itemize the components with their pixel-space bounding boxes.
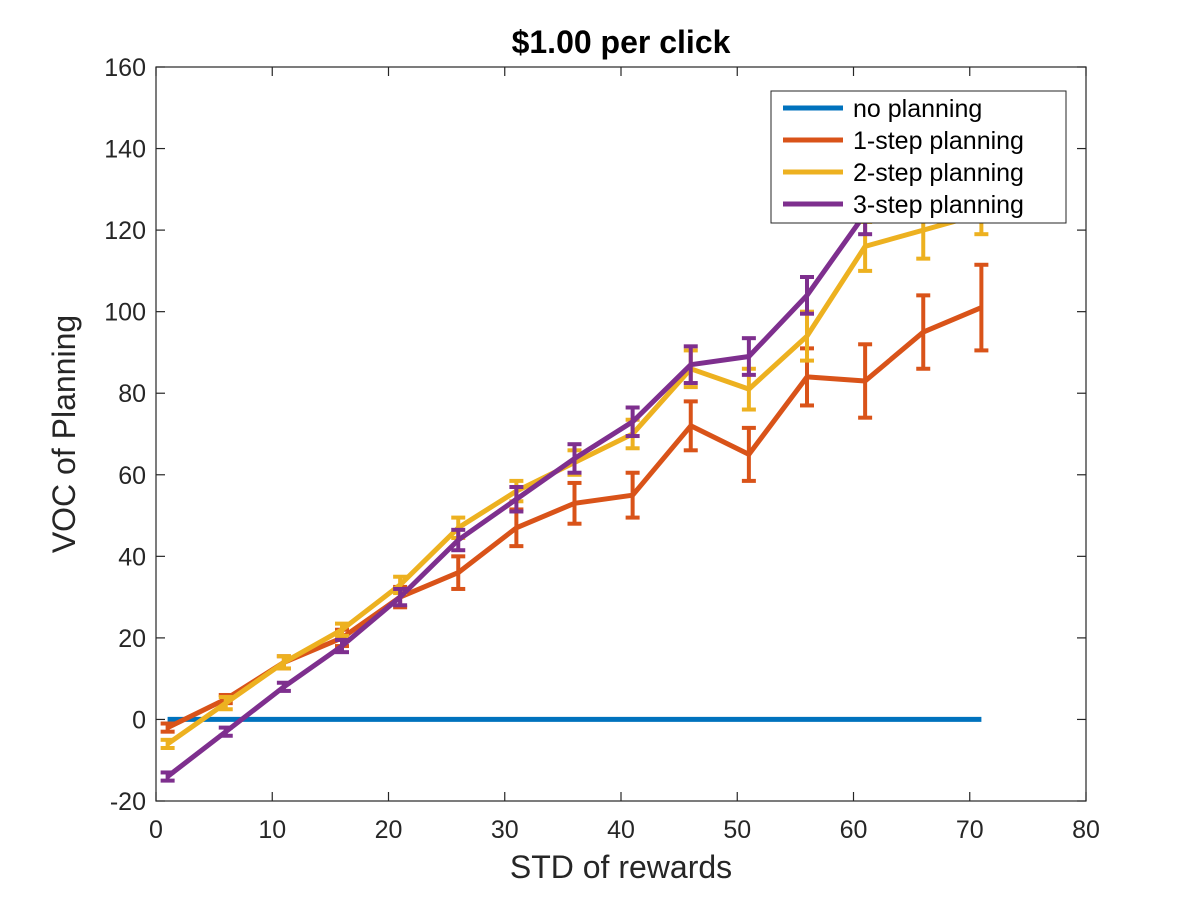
x-tick-label: 70: [956, 816, 984, 844]
x-tick-label: 80: [1072, 816, 1100, 844]
error-bar: [509, 485, 524, 514]
y-tick-label: 80: [118, 380, 146, 408]
x-tick-label: 10: [258, 816, 286, 844]
x-axis-label: STD of rewards: [510, 849, 732, 885]
y-axis-label: VOC of Planning: [46, 315, 82, 553]
error-bar: [160, 737, 175, 750]
error-bar: [160, 721, 175, 734]
y-tick-label: -20: [110, 788, 146, 816]
error-bar: [451, 527, 466, 553]
x-tick-label: 50: [723, 816, 751, 844]
chart-title: $1.00 per click: [512, 24, 731, 60]
y-tick-label: 120: [104, 217, 146, 245]
error-bar: [393, 586, 408, 608]
x-tick-label: 30: [491, 816, 519, 844]
x-tick-labels: 0 10 20 30 40 50 60 70 80: [149, 816, 1100, 844]
y-tick-label: 140: [104, 136, 146, 164]
error-bar: [567, 480, 582, 526]
y-tick-label: 20: [118, 625, 146, 653]
legend-label: no planning: [853, 95, 982, 123]
error-bar: [683, 344, 698, 386]
error-bar: [335, 637, 349, 655]
error-bar: [625, 405, 640, 439]
legend-label: 1-step planning: [853, 127, 1024, 155]
error-bar: [276, 680, 291, 693]
legend-label: 2-step planning: [853, 159, 1024, 187]
error-bar: [218, 725, 233, 738]
error-bar: [276, 654, 291, 671]
y-tick-label: 40: [118, 543, 146, 571]
error-bar: [800, 275, 814, 316]
error-bar: [335, 621, 349, 638]
legend-box: [770, 90, 1067, 224]
error-bar: [683, 399, 698, 453]
error-bar: [916, 293, 931, 371]
y-tick-label: 60: [118, 462, 146, 490]
y-tick-label: 100: [104, 299, 146, 327]
error-bar: [567, 442, 582, 475]
legend-item: no planning: [783, 95, 982, 123]
legend-label: 3-step planning: [853, 191, 1024, 219]
error-bar: [741, 425, 756, 483]
error-bar: [160, 770, 175, 783]
error-bar: [451, 554, 466, 591]
x-tick-label: 60: [840, 816, 868, 844]
error-bar: [974, 262, 989, 353]
y-tick-labels: -20 0 20 40 60 80 100 120 140 160: [104, 54, 146, 816]
legend-item: 2-step planning: [783, 159, 1024, 187]
legend-item: 1-step planning: [783, 127, 1024, 155]
axes-box: [155, 66, 1087, 802]
legend: no planning 1-step planning 2-step plannin…: [770, 90, 1067, 224]
error-bar: [741, 336, 756, 377]
y-tick-label: 160: [104, 54, 146, 82]
error-bar: [625, 470, 640, 520]
x-tick-label: 20: [375, 816, 403, 844]
legend-item: 3-step planning: [783, 191, 1024, 219]
error-bar: [218, 695, 233, 712]
error-bar: [858, 342, 873, 420]
y-tick-label: 0: [132, 706, 146, 734]
x-tick-label: 40: [607, 816, 635, 844]
x-tick-label: 0: [149, 816, 163, 844]
